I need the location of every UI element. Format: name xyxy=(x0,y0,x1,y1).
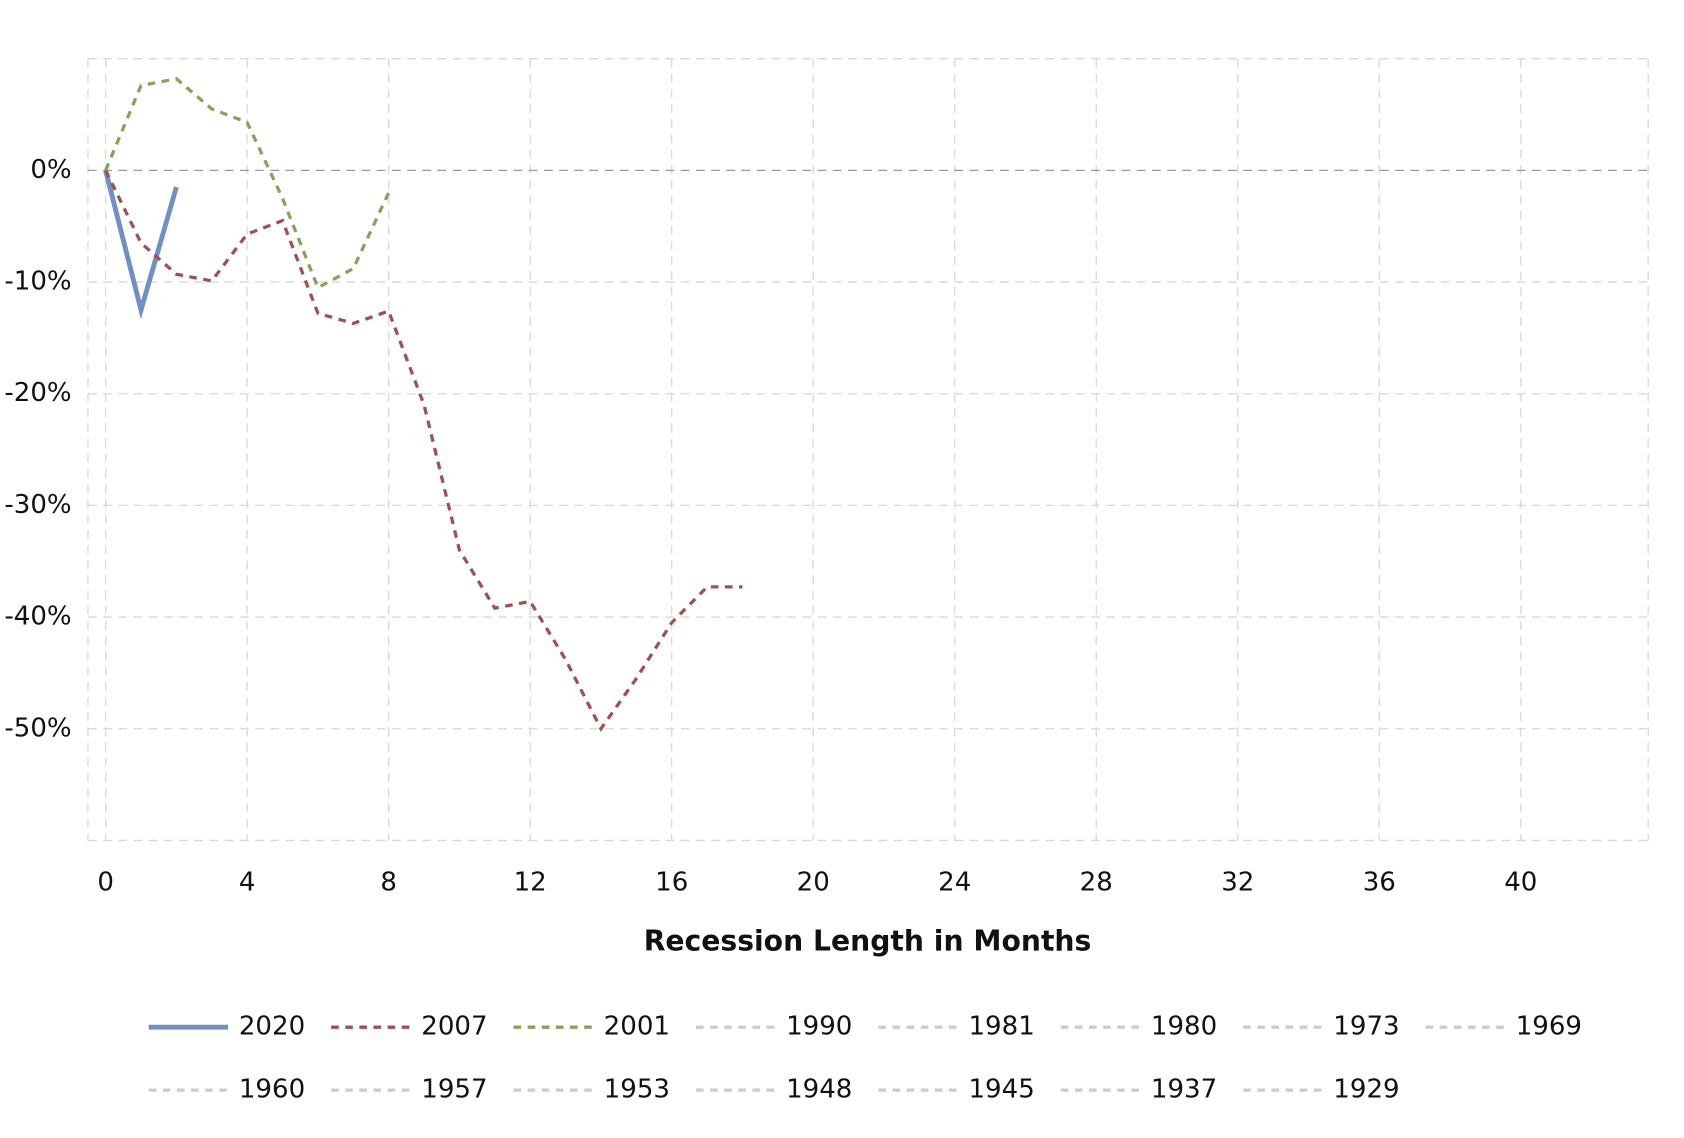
legend-label[interactable]: 1980 xyxy=(1151,1012,1217,1042)
series-line xyxy=(103,169,179,320)
legend-label[interactable]: 2020 xyxy=(239,1012,305,1042)
x-tick-label: 28 xyxy=(1080,867,1113,897)
x-tick-label: 0 xyxy=(97,867,114,897)
series-line xyxy=(104,169,743,732)
y-tick-label: -10% xyxy=(4,267,71,297)
legend-label[interactable]: 1945 xyxy=(968,1075,1034,1105)
x-tick-label: 12 xyxy=(514,867,547,897)
legend-label[interactable]: 1990 xyxy=(786,1012,852,1042)
legend-label[interactable]: 1937 xyxy=(1151,1075,1217,1105)
legend-label[interactable]: 1969 xyxy=(1516,1012,1582,1042)
x-tick-label: 32 xyxy=(1221,867,1254,897)
y-tick-label: -30% xyxy=(4,490,71,520)
legend-label[interactable]: 2007 xyxy=(421,1012,487,1042)
legend-label[interactable]: 2001 xyxy=(604,1012,670,1042)
legend-label[interactable]: 1948 xyxy=(786,1075,852,1105)
x-tick-label: 36 xyxy=(1363,867,1396,897)
legend-label[interactable]: 1960 xyxy=(239,1075,305,1105)
y-tick-label: 0% xyxy=(30,155,71,185)
x-axis-label: Recession Length in Months xyxy=(644,924,1092,957)
x-tick-label: 4 xyxy=(239,867,256,897)
legend-label[interactable]: 1973 xyxy=(1333,1012,1399,1042)
y-tick-label: -40% xyxy=(4,602,71,632)
legend-label[interactable]: 1953 xyxy=(604,1075,670,1105)
y-tick-label: -50% xyxy=(4,713,71,743)
x-tick-label: 40 xyxy=(1504,867,1537,897)
series-line xyxy=(104,77,391,290)
x-tick-label: 16 xyxy=(655,867,688,897)
x-tick-label: 8 xyxy=(380,867,397,897)
legend-label[interactable]: 1981 xyxy=(968,1012,1034,1042)
x-tick-label: 20 xyxy=(797,867,830,897)
legend-label[interactable]: 1957 xyxy=(421,1075,487,1105)
legend-label[interactable]: 1929 xyxy=(1333,1075,1399,1105)
x-tick-label: 24 xyxy=(938,867,971,897)
y-tick-label: -20% xyxy=(4,378,71,408)
